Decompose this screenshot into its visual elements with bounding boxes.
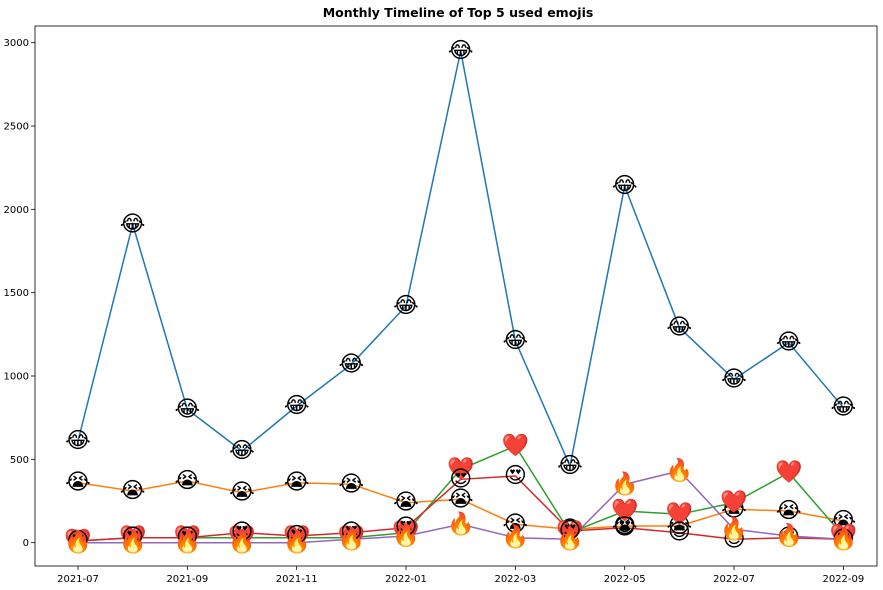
data-point-marker: 🔥 [666, 458, 693, 484]
series-line [77, 480, 844, 531]
x-tick-label: 2021-07 [57, 574, 99, 585]
data-point-marker: 😍 [121, 525, 144, 550]
x-tick-label: 2021-11 [276, 574, 318, 585]
data-point-marker: 😭 [174, 469, 200, 494]
data-point-marker: 😭 [284, 470, 310, 495]
data-point-marker: 😍 [559, 519, 582, 544]
series-line [78, 470, 844, 544]
data-point-marker: 🔥 [392, 523, 419, 549]
y-tick-label: 3000 [4, 38, 29, 49]
data-point-marker: 😂 [120, 212, 146, 237]
y-tick-label: 1000 [4, 372, 29, 383]
data-point-marker: 😍 [176, 525, 199, 550]
data-point-marker: 🔥 [502, 524, 529, 550]
data-point-marker: 😍 [285, 524, 308, 549]
series-line [77, 475, 844, 542]
plot-frame [34, 25, 878, 567]
data-point-marker: 😂 [229, 439, 255, 464]
data-point-marker: 😂 [612, 174, 638, 199]
data-point-marker: 😭 [65, 470, 91, 495]
data-point-marker: 😍 [504, 464, 527, 489]
data-point-marker: 😭 [503, 512, 529, 537]
data-point-marker: 😂 [448, 39, 474, 64]
data-point-marker: 😭 [120, 479, 146, 504]
data-point-marker: 😍 [668, 520, 691, 545]
y-tick-label: 1500 [4, 288, 29, 299]
data-point-marker: ❤️ [283, 524, 311, 550]
x-tick-label: 2022-09 [822, 574, 864, 585]
y-tick-label: 2000 [4, 205, 29, 216]
data-point-marker: 😍 [777, 525, 800, 550]
data-point-marker: ❤️ [119, 524, 147, 550]
data-point-marker: 😂 [776, 330, 802, 355]
y-tick-label: 500 [10, 455, 29, 466]
data-point-marker: 😂 [174, 397, 200, 422]
data-point-marker: 🔥 [775, 523, 802, 549]
data-point-marker: ❤️ [64, 528, 92, 554]
x-tick-label: 2022-05 [604, 574, 646, 585]
data-point-marker: 😭 [448, 487, 474, 512]
data-point-marker: 🔥 [283, 529, 310, 555]
data-point-marker: 🔥 [720, 516, 747, 542]
x-tick-label: 2021-09 [166, 574, 208, 585]
data-point-marker: ❤️ [502, 433, 530, 459]
data-point-marker: 😍 [67, 529, 90, 554]
data-point-marker: 😂 [503, 329, 529, 354]
data-point-marker: 🔥 [228, 529, 255, 555]
data-point-marker: 🔥 [174, 529, 201, 555]
data-point-marker: ❤️ [338, 524, 366, 550]
series-line [77, 445, 844, 542]
data-point-marker: ❤️ [228, 524, 256, 550]
data-point-marker: 😭 [338, 472, 364, 497]
data-point-marker: 😭 [721, 497, 747, 522]
data-point-marker: 😭 [612, 514, 638, 539]
series-line [77, 50, 844, 469]
data-point-marker: 🔥 [64, 529, 91, 555]
data-point-marker: ❤️ [556, 519, 584, 545]
data-point-marker: ❤️ [174, 524, 202, 550]
data-point-marker: ❤️ [775, 459, 803, 485]
data-point-marker: 😍 [231, 520, 254, 545]
x-tick-label: 2022-03 [494, 574, 536, 585]
chart-title: Monthly Timeline of Top 5 used emojis [323, 5, 594, 20]
data-point-marker: ❤️ [447, 456, 475, 482]
y-tick-label: 2500 [4, 122, 29, 133]
x-tick-label: 2022-01 [385, 574, 427, 585]
data-point-marker: 😍 [340, 520, 363, 545]
data-point-marker: 🔥 [611, 471, 638, 497]
x-tick-label: 2022-07 [713, 574, 755, 585]
data-point-marker: 😂 [831, 395, 857, 420]
data-point-marker: 🔥 [830, 526, 857, 552]
data-point-marker: 🔥 [338, 526, 365, 552]
data-point-marker: 😭 [229, 480, 255, 505]
data-point-marker: 😂 [721, 367, 747, 392]
data-point-marker: 😍 [449, 467, 472, 492]
data-point-marker: ❤️ [666, 501, 694, 527]
data-point-marker: 😍 [723, 527, 746, 552]
data-point-marker: ❤️ [611, 498, 639, 524]
data-point-marker: 😍 [395, 515, 418, 540]
plot-area: 0 500 1000 1500 2000 2500 3000 2021-07 2021-09 20… [4, 25, 878, 585]
data-point-marker: 😂 [284, 394, 310, 419]
data-point-marker: 😭 [667, 514, 693, 539]
data-point-marker: ❤️ [830, 523, 858, 549]
data-point-marker: 😍 [613, 515, 636, 540]
data-point-marker: 😂 [667, 315, 693, 340]
data-point-marker: 😍 [832, 527, 855, 552]
data-point-marker: 😭 [831, 509, 857, 534]
data-point-marker: ❤️ [720, 489, 748, 515]
data-point-marker: 😂 [557, 454, 583, 479]
data-point-marker: 😂 [65, 429, 91, 454]
data-point-marker: 🔥 [119, 529, 146, 555]
data-point-marker: 😂 [393, 294, 419, 319]
data-point-marker: 🔥 [556, 526, 583, 552]
data-point-marker: ❤️ [392, 519, 420, 545]
data-point-marker: 😭 [393, 490, 419, 515]
data-point-marker: 😭 [776, 499, 802, 524]
y-tick-label: 0 [23, 538, 29, 549]
data-point-marker: 🔥 [447, 511, 474, 537]
data-point-marker: 😂 [338, 352, 364, 377]
data-point-marker: 😭 [557, 517, 583, 542]
